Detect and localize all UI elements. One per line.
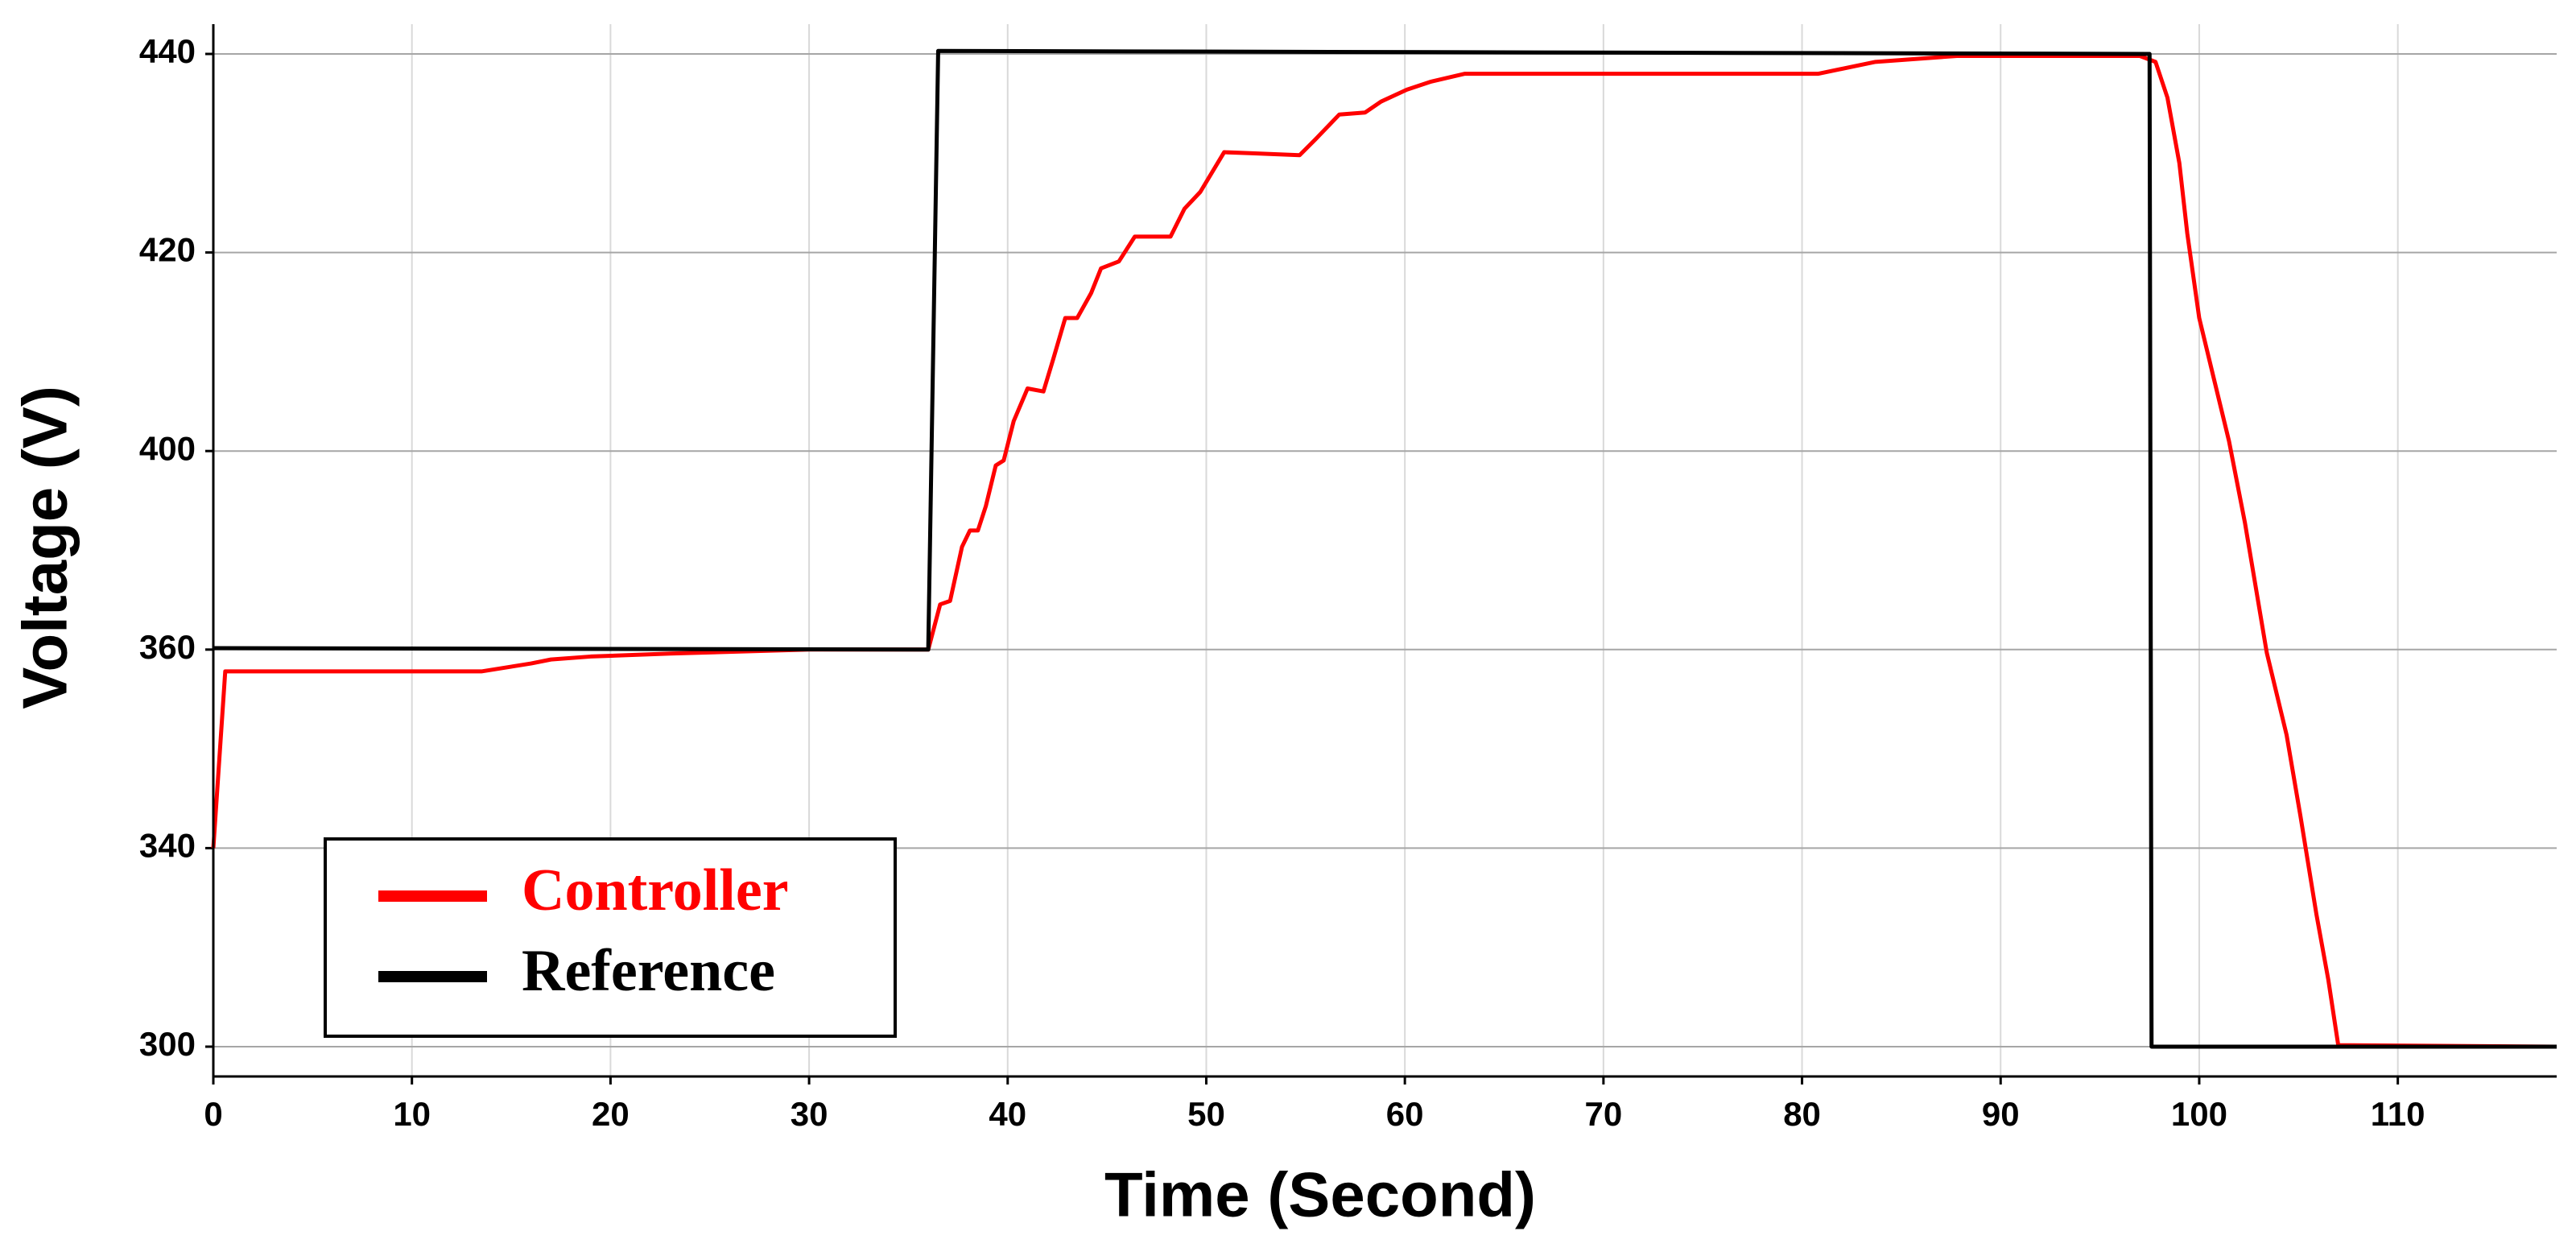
legend-label: Reference — [522, 938, 775, 1004]
y-tick-label: 300 — [139, 1025, 196, 1063]
legend: Controller Reference — [324, 837, 897, 1038]
plot-lines — [211, 48, 2557, 1049]
x-tick-label: 100 — [2171, 1095, 2227, 1133]
y-tick-label: 400 — [139, 429, 196, 467]
x-tick-label: 10 — [393, 1095, 431, 1133]
x-tick-label: 80 — [1783, 1095, 1821, 1133]
x-tick-label: 90 — [1982, 1095, 2020, 1133]
legend-box — [324, 837, 897, 1038]
y-tick-label: 360 — [139, 628, 196, 666]
x-axis-title: Time (Second) — [1104, 1159, 1536, 1230]
x-tick-label: 40 — [989, 1095, 1026, 1133]
x-tick-label: 60 — [1386, 1095, 1424, 1133]
x-tick-label: 70 — [1585, 1095, 1623, 1133]
x-tick-label: 110 — [2371, 1095, 2425, 1133]
series-line — [211, 53, 2557, 1049]
legend-label: Controller — [522, 857, 789, 923]
x-tick-label: 50 — [1187, 1095, 1225, 1133]
tick-labels: 0 10 20 30 40 50 60 70 80 90 100 110 300 340 360 400 420… — [139, 32, 2425, 1133]
x-tick-label: 30 — [791, 1095, 828, 1133]
y-tick-label: 340 — [139, 826, 196, 864]
series-line — [213, 48, 2557, 1049]
y-axis-title: Voltage (V) — [10, 386, 80, 709]
x-tick-label: 20 — [592, 1095, 630, 1133]
y-tick-label: 440 — [139, 32, 196, 70]
y-tick-label: 420 — [139, 231, 196, 269]
x-tick-label: 0 — [204, 1095, 222, 1133]
